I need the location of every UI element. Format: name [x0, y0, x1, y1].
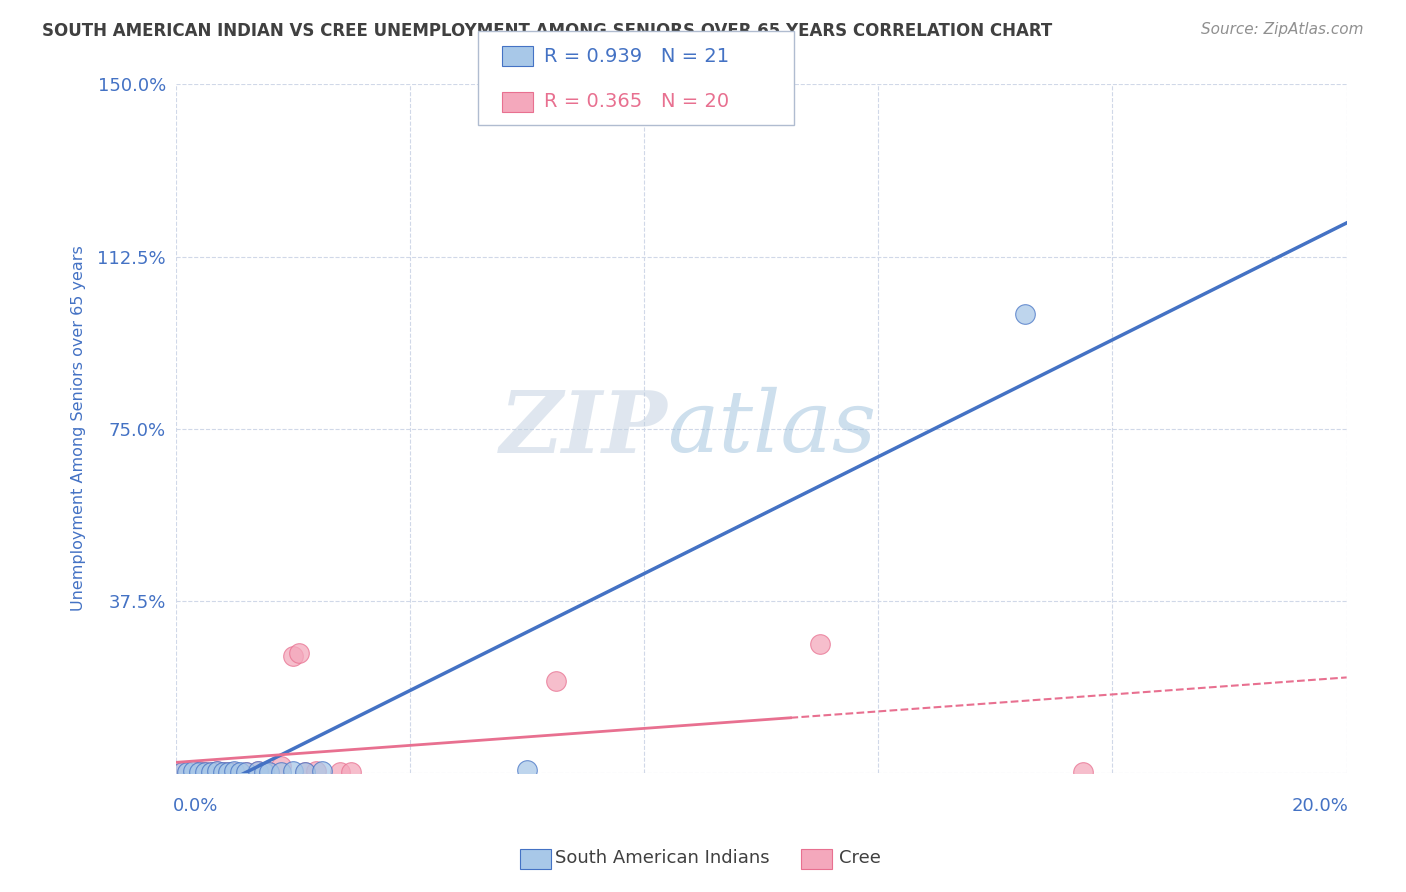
Point	[170, 764, 193, 779]
Point	[205, 764, 228, 779]
Point	[1014, 307, 1036, 321]
Point	[211, 765, 233, 780]
Text: South American Indians: South American Indians	[555, 849, 770, 867]
Point	[1071, 765, 1094, 780]
Point	[181, 764, 204, 779]
Text: R = 0.939   N = 21: R = 0.939 N = 21	[544, 46, 730, 66]
Point	[194, 764, 217, 779]
Point	[194, 764, 217, 779]
Text: ZIP: ZIP	[499, 387, 668, 470]
Point	[808, 637, 831, 651]
Point	[281, 648, 304, 663]
Point	[270, 764, 292, 779]
Point	[188, 765, 211, 780]
Point	[270, 759, 292, 773]
Text: atlas: atlas	[668, 387, 876, 470]
Point	[224, 764, 246, 779]
Point	[200, 765, 222, 780]
Point	[188, 764, 211, 779]
Point	[516, 764, 538, 778]
Point	[294, 765, 316, 780]
Point	[305, 764, 328, 779]
Text: R = 0.365   N = 20: R = 0.365 N = 20	[544, 92, 730, 112]
Point	[217, 765, 239, 780]
Point	[246, 764, 269, 779]
Point	[287, 647, 309, 661]
Point	[546, 673, 568, 688]
Y-axis label: Unemployment Among Seniors over 65 years: Unemployment Among Seniors over 65 years	[72, 245, 86, 612]
Point	[205, 764, 228, 779]
Point	[259, 764, 281, 779]
Text: Source: ZipAtlas.com: Source: ZipAtlas.com	[1201, 22, 1364, 37]
Point	[224, 764, 246, 779]
Point	[200, 765, 222, 780]
Point	[170, 764, 193, 779]
Point	[235, 765, 257, 780]
Point	[340, 764, 363, 779]
Point	[252, 764, 274, 779]
Text: 0.0%: 0.0%	[173, 797, 219, 814]
Text: 20.0%: 20.0%	[1292, 797, 1348, 814]
Point	[311, 764, 333, 778]
Point	[329, 765, 352, 780]
Point	[235, 765, 257, 780]
Text: Cree: Cree	[839, 849, 882, 867]
Point	[246, 764, 269, 779]
Point	[176, 765, 198, 780]
Point	[211, 764, 233, 779]
Point	[176, 765, 198, 780]
Point	[281, 764, 304, 779]
Point	[294, 764, 316, 779]
Point	[259, 765, 281, 780]
Point	[229, 764, 252, 779]
Point	[217, 764, 239, 779]
Text: SOUTH AMERICAN INDIAN VS CREE UNEMPLOYMENT AMONG SENIORS OVER 65 YEARS CORRELATI: SOUTH AMERICAN INDIAN VS CREE UNEMPLOYME…	[42, 22, 1053, 40]
